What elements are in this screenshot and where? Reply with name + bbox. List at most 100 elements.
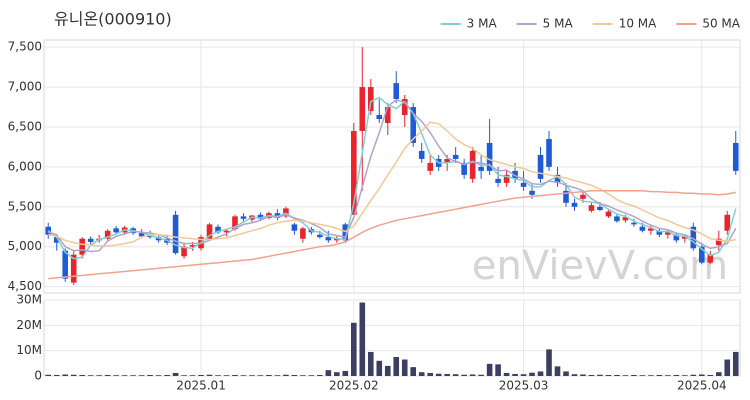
volume-bar: [291, 374, 298, 376]
candle-body: [393, 83, 400, 100]
candle-body: [563, 190, 569, 203]
volume-bar: [520, 374, 527, 376]
candle-body: [334, 238, 340, 241]
candle-body: [614, 216, 620, 222]
chart-title: 유니온(000910): [54, 10, 172, 29]
volume-bar: [351, 322, 357, 376]
x-tick-label: 2025.01: [176, 379, 226, 393]
volume-bar: [283, 374, 289, 376]
volume-bar: [240, 375, 247, 376]
candle-body: [70, 254, 77, 283]
volume-bar: [206, 374, 213, 376]
candle-body: [401, 99, 408, 116]
volume-bar: [699, 374, 705, 376]
candle-body: [469, 150, 476, 179]
volume-bar: [393, 357, 400, 376]
candle-body: [53, 237, 60, 243]
volume-bar: [503, 372, 510, 376]
legend-label: 50 MA: [702, 17, 740, 31]
volume-bar: [300, 375, 306, 376]
volume-bar: [257, 375, 264, 376]
volume-bar: [656, 374, 663, 376]
volume-bar: [147, 374, 153, 376]
volume-bar: [121, 375, 128, 376]
volume-bar: [690, 374, 697, 376]
candle-body: [478, 166, 484, 171]
candle-body: [342, 224, 349, 241]
candle-body: [155, 237, 162, 241]
volume-bar: [342, 370, 349, 376]
candle-body: [682, 236, 688, 239]
volume-bar: [452, 374, 459, 376]
legend-label: 5 MA: [543, 17, 574, 31]
volume-bar: [478, 374, 484, 376]
candle-body: [452, 154, 459, 159]
candle-body: [571, 202, 578, 207]
volume-bar: [469, 374, 476, 376]
y-tick-label: 6,500: [8, 119, 42, 133]
candle-body: [223, 230, 230, 233]
volume-bar: [580, 374, 586, 376]
candle-body: [257, 214, 264, 219]
volume-bar: [622, 375, 629, 376]
candle-body: [189, 245, 196, 247]
candle-body: [605, 211, 612, 217]
watermark: enVievV.com: [472, 243, 728, 289]
volume-tick-label: 10M: [16, 343, 42, 357]
candle-body: [384, 107, 391, 124]
candle-body: [240, 216, 247, 219]
volume-bar: [631, 374, 637, 376]
candle-body: [291, 224, 298, 231]
volume-tick-label: 20M: [16, 318, 42, 332]
ma-line: [47, 96, 737, 260]
volume-bar: [130, 375, 136, 376]
candle-body: [215, 226, 221, 233]
volume-bar: [274, 375, 281, 376]
candle-body: [367, 87, 374, 112]
volume-bar: [495, 364, 501, 376]
candle-body: [274, 213, 281, 218]
candle-body: [656, 230, 663, 235]
candle-body: [673, 234, 680, 241]
volume-bar: [198, 374, 204, 376]
candle-body: [546, 138, 552, 167]
volume-bar: [461, 374, 467, 376]
volume-bar: [715, 372, 722, 376]
volume-bar: [104, 374, 111, 376]
volume-bar: [486, 363, 493, 376]
candle-body: [418, 150, 425, 159]
candle-body: [104, 230, 111, 239]
candle-body: [62, 250, 69, 279]
volume-bar: [317, 374, 323, 376]
candle-body: [461, 162, 467, 175]
candle-body: [283, 208, 289, 217]
volume-bar: [614, 374, 620, 376]
volume-bar: [138, 375, 145, 376]
candle-body: [113, 228, 119, 233]
volume-bar: [665, 375, 671, 376]
candle-body: [699, 246, 705, 263]
volume-bar: [87, 375, 94, 376]
legend-label: 10 MA: [619, 17, 657, 31]
y-tick-label: 6,000: [8, 159, 42, 173]
volume-bar: [682, 375, 688, 376]
candle-body: [503, 174, 510, 183]
y-tick-label: 5,000: [8, 239, 42, 253]
volume-bar: [673, 374, 680, 376]
candle-body: [622, 217, 629, 221]
candle-body: [444, 158, 450, 163]
candle-body: [351, 130, 357, 215]
volume-bar: [172, 372, 179, 376]
volume-tick-label: 30M: [16, 293, 42, 307]
x-tick-label: 2025.04: [677, 379, 727, 393]
candle-body: [588, 205, 595, 211]
candle-body: [707, 254, 714, 263]
volume-bar: [113, 375, 119, 376]
volume-bar: [588, 374, 595, 376]
candle-body: [665, 232, 671, 235]
volume-bar: [367, 351, 374, 376]
volume-bar: [53, 374, 60, 376]
volume-bar: [45, 374, 52, 376]
volume-bar: [537, 371, 544, 376]
volume-bar: [571, 374, 578, 376]
